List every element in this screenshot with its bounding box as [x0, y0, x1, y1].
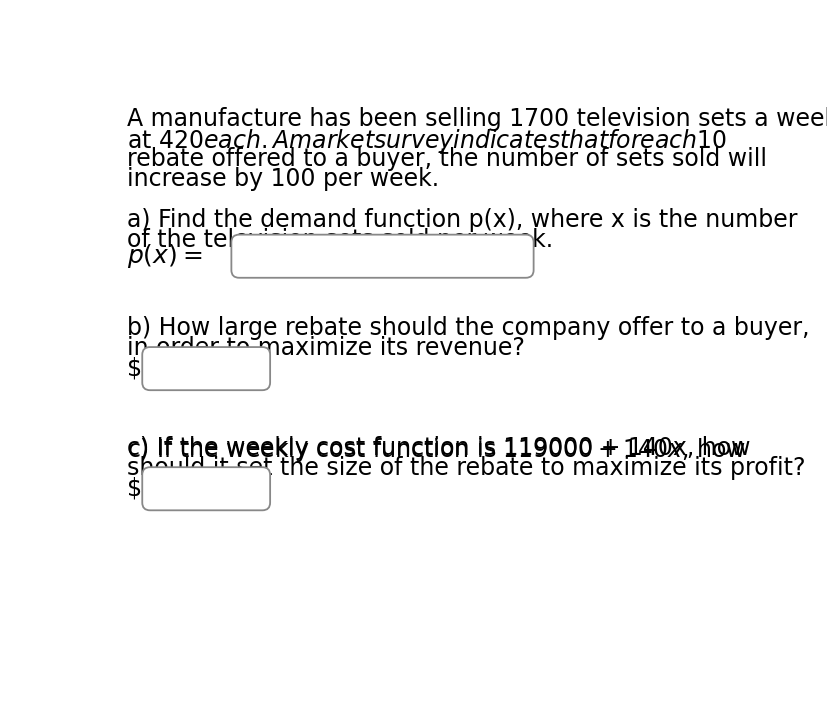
- Text: $: $: [127, 356, 141, 381]
- Text: $p(x) =$: $p(x) =$: [127, 242, 202, 270]
- Text: in order to maximize its revenue?: in order to maximize its revenue?: [127, 336, 524, 360]
- Text: c) If the weekly cost function is $119000 + 140x$, how: c) If the weekly cost function is $11900…: [127, 437, 745, 465]
- Text: $: $: [127, 477, 141, 500]
- FancyBboxPatch shape: [142, 347, 270, 390]
- FancyBboxPatch shape: [231, 234, 533, 277]
- Text: increase by 100 per week.: increase by 100 per week.: [127, 167, 438, 191]
- Text: rebate offered to a buyer, the number of sets sold will: rebate offered to a buyer, the number of…: [127, 147, 766, 171]
- FancyBboxPatch shape: [142, 467, 270, 511]
- Text: should it set the size of the rebate to maximize its profit?: should it set the size of the rebate to …: [127, 457, 805, 480]
- Text: A manufacture has been selling 1700 television sets a week: A manufacture has been selling 1700 tele…: [127, 107, 827, 130]
- Text: at $420 each. A market survey indicates that for each $10: at $420 each. A market survey indicates …: [127, 127, 726, 155]
- Text: b) How large rebate should the company offer to a buyer,: b) How large rebate should the company o…: [127, 316, 808, 341]
- Text: of the television sets sold per week.: of the television sets sold per week.: [127, 229, 552, 252]
- Text: c) If the weekly cost function is 119000 + 140x, how: c) If the weekly cost function is 119000…: [127, 437, 749, 460]
- Text: a) Find the demand function p(x), where x is the number: a) Find the demand function p(x), where …: [127, 209, 796, 232]
